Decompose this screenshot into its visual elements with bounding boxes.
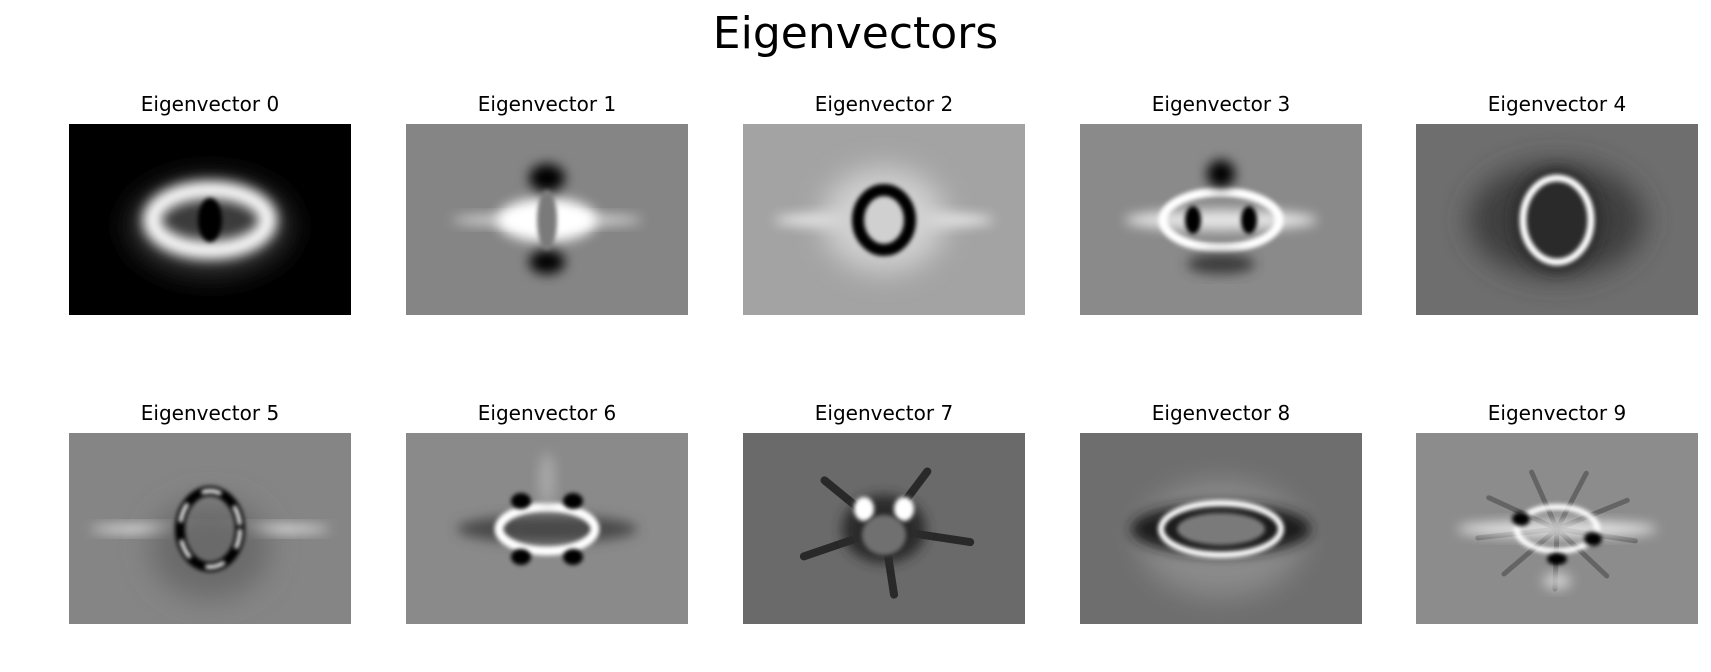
panel-title: Eigenvector 4: [1487, 92, 1627, 116]
eigenvector-image: [69, 124, 351, 315]
panel-title: Eigenvector 0: [140, 92, 280, 116]
panel-title: Eigenvector 7: [814, 401, 954, 425]
panel-title: Eigenvector 5: [140, 401, 280, 425]
panel-title: Eigenvector 3: [1151, 92, 1291, 116]
panel-title: Eigenvector 1: [477, 92, 617, 116]
panel-title: Eigenvector 2: [814, 92, 954, 116]
eigenvector-image: [743, 124, 1025, 315]
eigenvector-image: [1416, 433, 1698, 624]
eigenvector-image: [406, 124, 688, 315]
panel-title: Eigenvector 6: [477, 401, 617, 425]
eigenvector-image: [743, 433, 1025, 624]
panel-title: Eigenvector 8: [1151, 401, 1291, 425]
eigenvector-image: [406, 433, 688, 624]
panel-title: Eigenvector 9: [1487, 401, 1627, 425]
eigenvector-image: [69, 433, 351, 624]
figure-title: Eigenvectors: [712, 8, 999, 59]
eigenvector-image: [1080, 124, 1362, 315]
eigenvector-image: [1416, 124, 1698, 315]
eigenvector-image: [1080, 433, 1362, 624]
